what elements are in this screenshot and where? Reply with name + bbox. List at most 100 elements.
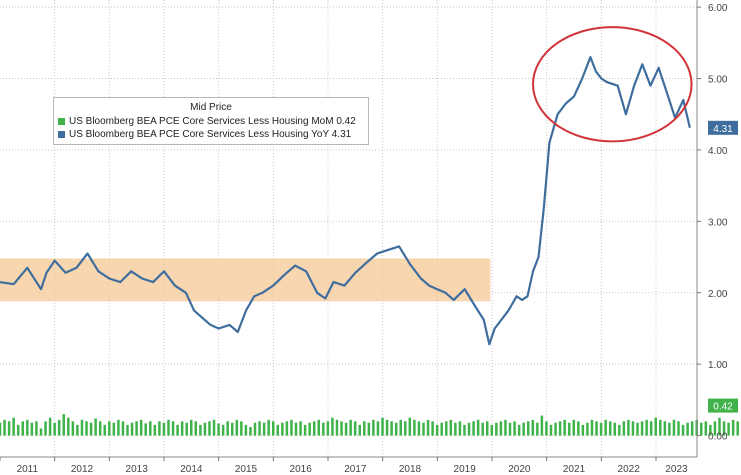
mom-bar	[367, 422, 371, 436]
mom-bar	[135, 421, 138, 436]
mom-bar	[526, 421, 530, 436]
mom-bar	[271, 421, 275, 436]
mom-bar	[631, 421, 635, 436]
mom-bar	[0, 422, 2, 436]
mom-bar	[722, 421, 726, 436]
mom-bar	[554, 422, 557, 436]
mom-bar	[567, 422, 571, 436]
y-tick-label-2: 2.00	[708, 289, 728, 300]
mom-bar	[167, 419, 170, 436]
mom-bar	[158, 421, 161, 436]
mom-bar	[381, 417, 384, 436]
yoy-line-0	[0, 56, 691, 346]
y-tick-label-3: 3.00	[708, 217, 728, 228]
mom-bar	[608, 421, 612, 436]
legend-label-yoy: US Bloomberg BEA PCE Core Services Less …	[69, 129, 329, 140]
mom-bar	[472, 421, 475, 436]
mom-bar	[39, 428, 43, 436]
mom-bar	[654, 417, 657, 436]
mom-bar	[276, 424, 280, 436]
mom-bar	[7, 421, 11, 436]
y-tick-label-4: 4.00	[708, 146, 728, 157]
mom-bar	[545, 421, 548, 436]
mom-bar	[727, 422, 730, 436]
mom-bar	[281, 422, 284, 436]
mom-bar	[622, 421, 626, 436]
x-tick-label-2013: 2013	[126, 464, 149, 475]
x-tick-label-2018: 2018	[399, 464, 422, 475]
highlight-band-layer	[0, 258, 491, 302]
mom-bar	[463, 424, 466, 436]
mom-bar	[394, 422, 398, 436]
mom-bar	[340, 421, 343, 436]
x-tick-label-2023: 2023	[665, 464, 688, 475]
mom-bar	[322, 422, 325, 436]
mom-bar	[499, 421, 503, 436]
mom-bar	[604, 419, 607, 436]
mom-bar	[285, 421, 289, 436]
mom-bar	[94, 418, 97, 436]
mom-bar	[731, 419, 735, 436]
legend-value-yoy: 4.31	[331, 129, 352, 140]
mom-bar	[508, 422, 512, 436]
mom-bar	[599, 422, 603, 436]
legend-label-mom: US Bloomberg BEA PCE Core Services Less …	[69, 116, 334, 127]
mom-bar	[449, 419, 453, 436]
mom-bar	[686, 422, 689, 436]
mom-bar	[426, 419, 430, 436]
mom-bar	[121, 421, 125, 436]
mom-bar	[572, 419, 576, 436]
mom-bar	[235, 419, 239, 436]
mom-bar	[458, 421, 462, 436]
last-value-tags: 4.31 0.42	[708, 120, 738, 413]
mom-bar	[672, 419, 676, 436]
mom-bar	[417, 421, 421, 436]
x-tick-label-2015: 2015	[235, 464, 258, 475]
last-value-tag-1	[708, 398, 738, 413]
x-tick-label-2012: 2012	[71, 464, 94, 475]
mom-bar	[344, 422, 348, 436]
mom-bar	[53, 422, 56, 436]
mom-bar	[303, 424, 307, 436]
mom-bar	[317, 419, 321, 436]
mom-bar	[71, 421, 75, 436]
mom-bar	[249, 427, 252, 436]
mom-bar	[681, 424, 685, 436]
mom-bar	[618, 424, 621, 436]
mom-bar	[21, 421, 25, 436]
mom-bar	[385, 419, 389, 436]
x-tick-label-2017: 2017	[344, 464, 367, 475]
mom-bar	[558, 421, 562, 436]
mom-bar	[700, 422, 703, 436]
mom-bar	[244, 424, 248, 436]
mom-bar	[144, 423, 147, 436]
mom-bar	[76, 424, 79, 436]
mom-bar	[481, 422, 484, 436]
mom-bar	[199, 424, 202, 436]
mom-bar	[3, 419, 6, 436]
mom-bar	[709, 424, 712, 436]
mom-bar	[454, 422, 457, 436]
mom-bar	[440, 422, 443, 436]
mom-bar	[513, 421, 516, 436]
mom-bar	[217, 423, 220, 436]
mom-bar	[262, 422, 266, 436]
mom-bar	[208, 421, 211, 436]
mom-bar	[435, 424, 439, 436]
mom-bar	[108, 421, 111, 436]
mom-bar	[522, 422, 525, 436]
mom-bar	[659, 419, 662, 436]
mom-bar	[718, 417, 721, 436]
y-tick-label-5: 5.00	[708, 75, 728, 86]
mom-bar	[363, 421, 366, 436]
mom-bar	[540, 415, 544, 436]
highlight-ellipse-layer	[532, 26, 693, 143]
legend-value-mom: 0.42	[336, 116, 356, 127]
mom-bar	[312, 421, 316, 436]
mom-bar	[80, 419, 84, 436]
highlight-band	[0, 258, 491, 302]
mom-bar	[35, 421, 38, 436]
mom-bar	[326, 421, 330, 436]
mom-bar	[586, 422, 589, 436]
